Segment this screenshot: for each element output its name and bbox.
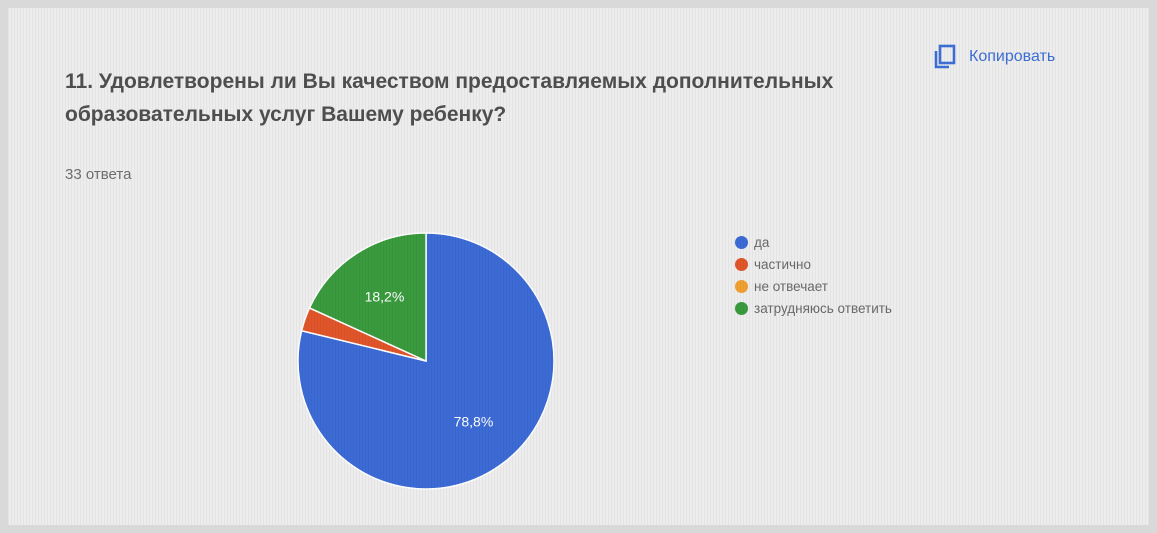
legend-label-1: частично [754,256,812,272]
legend-dot-2 [735,279,748,293]
copy-icon [933,44,957,70]
legend-dot-3 [735,301,748,315]
legend-dot-1 [735,257,748,271]
legend-item-1[interactable]: частично [735,253,892,275]
chart-legend: да частично не отвечает затрудняюсь ответит… [735,231,892,319]
slice-label-0: 78,8% [454,413,494,429]
legend-item-2[interactable]: не отвечает [735,275,892,297]
legend-item-3[interactable]: затрудняюсь ответить [735,297,892,319]
copy-label: Копировать [969,48,1056,65]
slice-label-3: 18,2% [365,288,405,304]
responses-count: 33 ответа [65,166,132,183]
legend-dot-0 [735,235,748,249]
legend-label-2: не отвечает [754,278,828,294]
legend-label-0: да [754,234,770,250]
pie-chart: 78,8% 18,2% [297,232,555,490]
copy-button[interactable]: Копировать [933,44,1055,70]
question-title: 11. Удовлетворены ли Вы качеством предос… [65,70,834,126]
chart-card: 11. Удовлетворены ли Вы качеством предос… [8,8,1149,525]
legend-label-3: затрудняюсь ответить [754,300,892,316]
legend-item-0[interactable]: да [735,231,892,253]
pie-slice-3 [308,232,427,363]
